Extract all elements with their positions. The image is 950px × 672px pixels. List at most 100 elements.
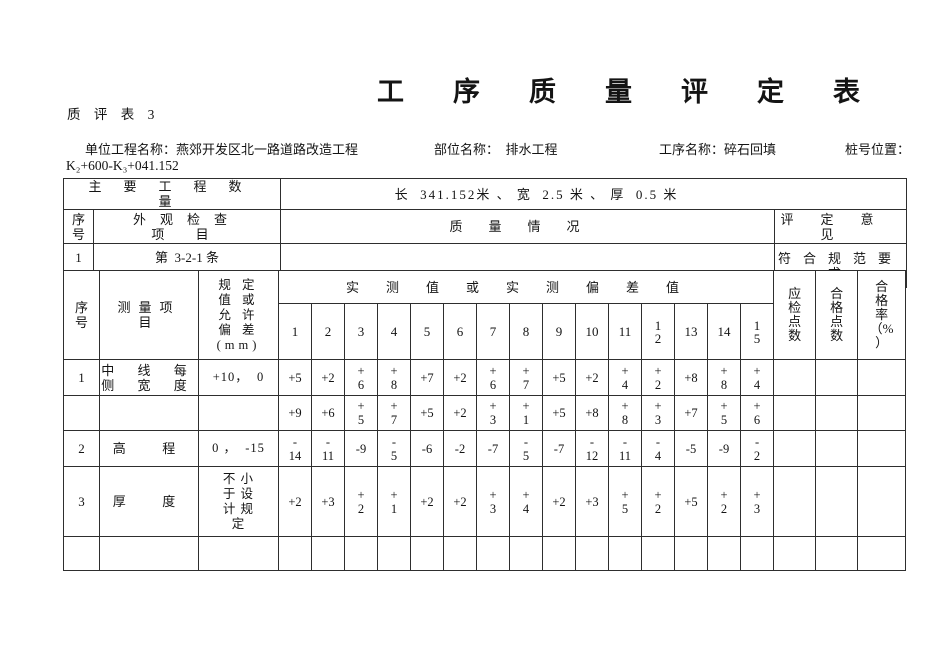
measure-item-cell: 高 程: [99, 430, 199, 467]
pass-rate-cell: [857, 466, 907, 537]
measure-item-header: 测量项 目: [99, 270, 199, 360]
measure-value-cell: - 5: [509, 430, 543, 467]
check-points-cell: [773, 466, 817, 537]
measure-value-cell: -9: [707, 430, 741, 467]
measure-seq-header: 序 号: [63, 270, 100, 360]
point-number-header: 6: [443, 303, 477, 360]
point-number-header: 13: [674, 303, 708, 360]
point-number-header: 14: [707, 303, 741, 360]
check-points-header: 应 检 点 数: [773, 270, 817, 360]
measure-value-cell: -5: [674, 430, 708, 467]
point-number-header: 4: [377, 303, 411, 360]
measure-value-cell: + 8: [707, 359, 741, 396]
measure-value-cell: - 2: [739, 430, 775, 467]
check-points-cell: [773, 430, 817, 467]
measure-value-cell: [410, 536, 444, 571]
measure-value-cell: + 6: [476, 359, 510, 396]
seq-col-header: 序 号: [63, 209, 94, 244]
measure-value-cell: - 11: [608, 430, 642, 467]
stake-position-label: 桩号位置：: [845, 142, 911, 157]
spec-col-header: 规 定 值 或 允 许 偏 差 (mm): [198, 270, 279, 360]
measure-value-cell: +5: [542, 359, 576, 396]
measure-seq-cell: [63, 395, 100, 431]
point-number-header: 1 2: [641, 303, 675, 360]
measure-value-cell: +6: [311, 395, 345, 431]
measure-value-cell: + 5: [344, 395, 378, 431]
measure-value-cell: +2: [410, 466, 444, 537]
measure-value-cell: + 8: [608, 395, 642, 431]
point-number-header: 9: [542, 303, 576, 360]
measure-value-cell: +3: [311, 466, 345, 537]
measure-value-cell: +8: [674, 359, 708, 396]
measure-value-cell: +2: [443, 466, 477, 537]
measure-item-cell: [99, 395, 199, 431]
spec-cell: [198, 536, 279, 571]
measure-value-cell: +7: [410, 359, 444, 396]
measure-seq-cell: 2: [63, 430, 100, 467]
main-qty-value-cell: 长 341.152米 、 宽 2.5 米 、 厚 0.5 米: [280, 178, 908, 210]
measure-value-cell: -7: [542, 430, 576, 467]
process-name: 工序名称：碎石回填: [659, 142, 777, 157]
point-number-header: 11: [608, 303, 642, 360]
measure-value-cell: + 2: [344, 466, 378, 537]
measure-value-cell: [575, 536, 609, 571]
measure-value-cell: - 12: [575, 430, 609, 467]
measure-value-cell: + 4: [739, 359, 775, 396]
point-number-header: 1: [278, 303, 312, 360]
measure-value-cell: -6: [410, 430, 444, 467]
measure-value-cell: + 3: [476, 466, 510, 537]
point-number-header: 7: [476, 303, 510, 360]
pass-points-cell: [815, 536, 859, 571]
measure-item-cell: [99, 536, 199, 571]
measure-value-cell: - 14: [278, 430, 312, 467]
measure-value-cell: + 3: [641, 395, 675, 431]
unit-project-name: 单位工程名称：燕郊开发区北一路道路改造工程: [85, 142, 359, 157]
measure-item-cell: 厚 度: [99, 466, 199, 537]
stake-position-value: K₂+600-K₃+041.152: [66, 158, 179, 173]
measured-values-header: 实测值或实测偏差值: [277, 270, 775, 304]
measure-value-cell: +5: [410, 395, 444, 431]
measure-value-cell: -2: [443, 430, 477, 467]
form-number: 质 评 表 3: [67, 107, 160, 122]
measure-value-cell: + 5: [707, 395, 741, 431]
measure-value-cell: +8: [575, 395, 609, 431]
measure-value-cell: -7: [476, 430, 510, 467]
measure-value-cell: [674, 536, 708, 571]
measure-value-cell: +2: [443, 395, 477, 431]
measure-value-cell: + 3: [476, 395, 510, 431]
spec-cell: 0 ， -15: [198, 430, 279, 467]
point-number-header: 5: [410, 303, 444, 360]
measure-value-cell: - 5: [377, 430, 411, 467]
visual-check-col-header: 外观检查 项 目: [92, 209, 282, 244]
measure-value-cell: +2: [311, 359, 345, 396]
measure-value-cell: +2: [575, 359, 609, 396]
measure-value-cell: + 1: [377, 466, 411, 537]
pass-rate-cell: [857, 395, 907, 431]
measure-value-cell: [278, 536, 312, 571]
measure-value-cell: - 11: [311, 430, 345, 467]
upper-table: 主要工程数量 长 341.152米 、 宽 2.5 米 、 厚 0.5 米 序 …: [62, 178, 908, 288]
quality-status-col-header: 质量情况: [280, 209, 776, 244]
pass-points-cell: [815, 466, 859, 537]
measure-value-cell: - 4: [641, 430, 675, 467]
pass-rate-cell: [857, 536, 907, 571]
measure-value-cell: + 7: [377, 395, 411, 431]
measure-value-cell: [344, 536, 378, 571]
measure-value-cell: +5: [278, 359, 312, 396]
pass-points-cell: [815, 430, 859, 467]
pass-points-cell: [815, 395, 859, 431]
point-number-header: 3: [344, 303, 378, 360]
measurement-table: 序 号 测量项 目 规 定 值 或 允 许 偏 差 (mm) 实测值或实测偏差值…: [63, 270, 907, 571]
measure-value-cell: + 7: [509, 359, 543, 396]
check-points-cell: [773, 536, 817, 571]
check-points-cell: [773, 359, 817, 396]
measure-value-cell: +7: [674, 395, 708, 431]
visual-check-item-cell: 第 3-2-1 条: [92, 243, 282, 272]
measure-seq-cell: 1: [63, 359, 100, 396]
spec-cell: +10， 0: [198, 359, 279, 396]
point-number-header: 1 5: [739, 303, 775, 360]
measure-value-cell: + 6: [739, 395, 775, 431]
measure-value-cell: +2: [278, 466, 312, 537]
measure-value-cell: +2: [443, 359, 477, 396]
main-qty-label-cell: 主要工程数量: [62, 178, 282, 210]
